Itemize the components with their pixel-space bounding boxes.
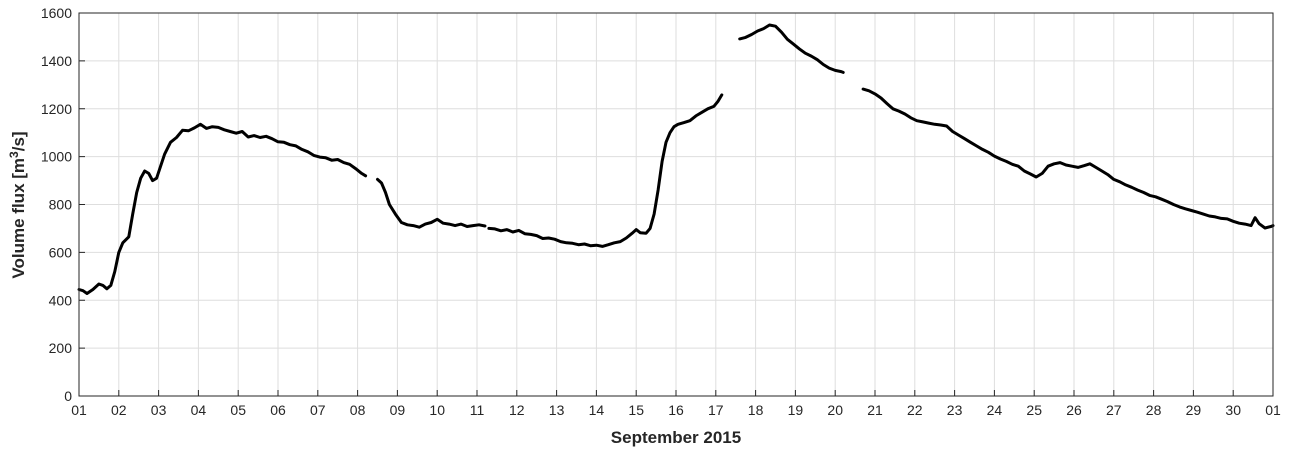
x-tick-label: 25	[1026, 402, 1042, 418]
y-axis-title-superscript: 3	[7, 151, 21, 158]
y-tick-label: 1400	[41, 53, 72, 69]
x-tick-label: 13	[549, 402, 565, 418]
series-volume-flux	[77, 23, 1275, 295]
x-tick-label: 28	[1146, 402, 1162, 418]
x-tick-label: 19	[788, 402, 804, 418]
x-tick-label: 17	[708, 402, 724, 418]
series-line-segment	[77, 122, 368, 295]
y-tick-label: 1600	[41, 5, 72, 21]
x-tick-label: 18	[748, 402, 764, 418]
x-tick-label: 29	[1186, 402, 1202, 418]
x-axis-ticks: 01 02 03 04 05 06 07 08 09 10 11 12 13 14 15 16 17 18 19 20…	[71, 390, 1281, 418]
y-tick-label: 400	[49, 292, 73, 308]
x-tick-label: 06	[270, 402, 286, 418]
x-tick-label: 30	[1225, 402, 1241, 418]
series-line-segment	[487, 93, 724, 248]
x-tick-label: 24	[987, 402, 1003, 418]
x-tick-label: 16	[668, 402, 684, 418]
x-tick-label: 01	[1265, 402, 1281, 418]
x-tick-label: 27	[1106, 402, 1122, 418]
x-tick-label: 11	[470, 402, 485, 418]
y-tick-label: 0	[64, 388, 72, 404]
x-tick-label: 02	[111, 402, 127, 418]
y-tick-label: 600	[49, 244, 73, 260]
x-tick-label: 20	[827, 402, 843, 418]
y-tick-label: 200	[49, 340, 73, 356]
y-axis-title-tail: /s]	[9, 131, 28, 151]
x-tick-label: 23	[947, 402, 963, 418]
x-tick-label: 03	[151, 402, 167, 418]
x-tick-label: 08	[350, 402, 366, 418]
y-axis-title-main: Volume flux [m	[9, 158, 28, 279]
y-axis-title: Volume flux [m3/s]	[7, 131, 28, 278]
x-tick-label: 10	[429, 402, 445, 418]
x-tick-label: 04	[191, 402, 207, 418]
y-tick-label: 1000	[41, 149, 72, 165]
x-tick-label: 22	[907, 402, 923, 418]
series-line-segment	[738, 23, 845, 74]
y-tick-label: 800	[49, 197, 73, 213]
x-tick-label: 14	[589, 402, 605, 418]
y-tick-label: 1200	[41, 101, 72, 117]
x-tick-label: 07	[310, 402, 326, 418]
x-axis-title: September 2015	[611, 428, 741, 447]
x-tick-label: 05	[230, 402, 246, 418]
y-axis-ticks: 0 200 400 600 800 1000 1200 1400 1600	[41, 5, 85, 404]
x-tick-label: 26	[1066, 402, 1082, 418]
x-tick-label: 12	[509, 402, 525, 418]
series-line-segment	[376, 177, 487, 229]
x-tick-label: 01	[71, 402, 87, 418]
x-tick-label: 21	[867, 402, 883, 418]
x-tick-label: 09	[390, 402, 406, 418]
x-tick-label: 15	[628, 402, 644, 418]
series-line-segment	[861, 87, 1275, 230]
